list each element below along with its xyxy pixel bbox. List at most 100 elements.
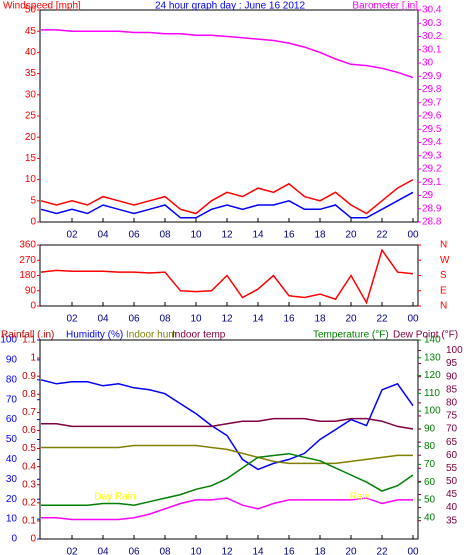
series-line xyxy=(40,191,414,219)
y-tick-label: 50 xyxy=(424,495,436,506)
y-tick-label: 30 xyxy=(25,89,37,100)
x-tick-label: 14 xyxy=(252,547,264,555)
y-tick-label: 55 xyxy=(446,463,458,474)
y-tick-label: 0.2 xyxy=(22,497,36,508)
panel-header: Humidity (%) xyxy=(66,330,123,341)
y-tick-label: 35 xyxy=(25,68,37,79)
y-tick-label: 29.9 xyxy=(422,71,442,82)
panel-header: 24 hour graph day : June 16 2012 xyxy=(155,1,306,12)
panel-header: Windspeed [mph] xyxy=(3,1,81,12)
x-tick-label: 04 xyxy=(97,547,109,555)
x-tick-label: 16 xyxy=(283,547,295,555)
y-tick-label: 270 xyxy=(19,255,36,266)
y-tick-label: 29.2 xyxy=(422,164,442,175)
plot-frame xyxy=(39,9,419,223)
y-tick-label: 70 xyxy=(446,424,458,435)
y-tick-label: 0.7 xyxy=(22,407,36,418)
y-tick-label: 65 xyxy=(446,437,458,448)
y-tick-label: 40 xyxy=(6,454,18,465)
y-tick-label: 25 xyxy=(25,111,37,122)
y-tick-label: 30 xyxy=(6,474,18,485)
y-tick-label: 360 xyxy=(19,240,36,251)
x-tick-label: 14 xyxy=(252,230,264,241)
y-tick-label: S xyxy=(440,270,447,281)
y-tick-label: 80 xyxy=(446,397,458,408)
series-line xyxy=(41,29,414,79)
y-tick-label: 0.6 xyxy=(22,425,36,436)
y-tick-label: 0.1 xyxy=(22,516,36,527)
y-tick-label: 40 xyxy=(424,512,436,523)
y-tick-label: 30.4 xyxy=(422,5,442,16)
y-tick-label: 0 xyxy=(30,217,36,228)
x-tick-label: 12 xyxy=(221,314,233,325)
x-tick-label: 10 xyxy=(190,547,202,555)
y-tick-label: 60 xyxy=(6,414,18,425)
y-tick-label: 0 xyxy=(30,301,36,312)
x-tick-label: 04 xyxy=(97,230,109,241)
y-tick-label: 60 xyxy=(424,477,436,488)
x-tick-label: 20 xyxy=(345,547,357,555)
y-tick-label: 10 xyxy=(25,174,37,185)
y-tick-label: 29.1 xyxy=(422,177,442,188)
panel-header: Indoor hum xyxy=(126,330,177,341)
y-tick-label: 1.1 xyxy=(22,335,36,346)
x-tick-label: 08 xyxy=(159,230,171,241)
x-tick-label: 06 xyxy=(128,547,140,555)
x-tick-label: 04 xyxy=(97,314,109,325)
panel-header: Temperature (°F) xyxy=(313,330,389,341)
y-tick-label: 100 xyxy=(446,345,463,356)
x-tick-label: 20 xyxy=(345,314,357,325)
x-tick-label: 18 xyxy=(314,314,326,325)
y-tick-label: 90 xyxy=(446,371,458,382)
y-tick-label: 100 xyxy=(424,406,441,417)
y-tick-label: W xyxy=(440,255,450,266)
y-tick-label: 29.7 xyxy=(422,97,442,108)
y-tick-label: 30.2 xyxy=(422,31,442,42)
y-tick-label: 45 xyxy=(25,26,37,37)
series-line xyxy=(41,444,413,465)
x-tick-label: 06 xyxy=(128,230,140,241)
y-tick-label: 20 xyxy=(25,132,37,143)
annotation: Day Rain xyxy=(94,492,135,503)
y-tick-label: 95 xyxy=(446,358,458,369)
y-tick-label: 0 xyxy=(11,534,17,545)
y-tick-label: 0.4 xyxy=(22,461,36,472)
y-tick-label: 120 xyxy=(424,370,441,381)
series-line xyxy=(41,417,414,430)
y-tick-label: 30.1 xyxy=(422,44,442,55)
y-tick-label: N xyxy=(440,240,447,251)
panel-header: Barometer [.in] xyxy=(352,1,418,12)
x-tick-label: 18 xyxy=(314,230,326,241)
plot-frame xyxy=(39,244,419,307)
y-tick-label: 30 xyxy=(422,58,434,69)
y-tick-label: 29.6 xyxy=(422,111,442,122)
y-tick-label: 1 xyxy=(30,353,36,364)
x-tick-label: 16 xyxy=(283,230,295,241)
y-tick-label: 29.8 xyxy=(422,84,442,95)
y-tick-label: 5 xyxy=(30,195,36,206)
panel-header: Dew Point (°F) xyxy=(393,330,458,341)
panel-header: Indoor temp xyxy=(172,330,226,341)
y-tick-label: 70 xyxy=(424,459,436,470)
y-tick-label: 40 xyxy=(25,47,37,58)
x-tick-label: 18 xyxy=(314,547,326,555)
y-tick-label: 28.8 xyxy=(422,217,442,228)
y-tick-label: 50 xyxy=(6,434,18,445)
y-tick-label: 75 xyxy=(446,411,458,422)
y-tick-label: 30.3 xyxy=(422,18,442,29)
y-tick-label: 130 xyxy=(424,352,441,363)
x-tick-label: 06 xyxy=(128,314,140,325)
x-tick-label: 10 xyxy=(190,314,202,325)
y-tick-label: 140 xyxy=(424,335,441,346)
x-tick-label: 12 xyxy=(221,230,233,241)
y-tick-label: 0 xyxy=(30,534,36,545)
y-tick-label: 90 xyxy=(6,355,18,366)
y-tick-label: 35 xyxy=(446,515,458,526)
panel-header: Rainfall (.in) xyxy=(1,330,54,341)
y-tick-label: 60 xyxy=(446,450,458,461)
y-tick-label: 180 xyxy=(19,270,36,281)
series-line xyxy=(40,178,414,215)
y-tick-label: 0.3 xyxy=(22,479,36,490)
y-tick-label: 70 xyxy=(6,394,18,405)
